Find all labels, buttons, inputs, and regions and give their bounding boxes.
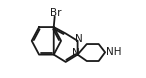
Text: NH: NH (106, 47, 122, 57)
Text: Br: Br (50, 8, 61, 18)
Text: N: N (72, 48, 80, 58)
Text: N: N (75, 34, 83, 44)
